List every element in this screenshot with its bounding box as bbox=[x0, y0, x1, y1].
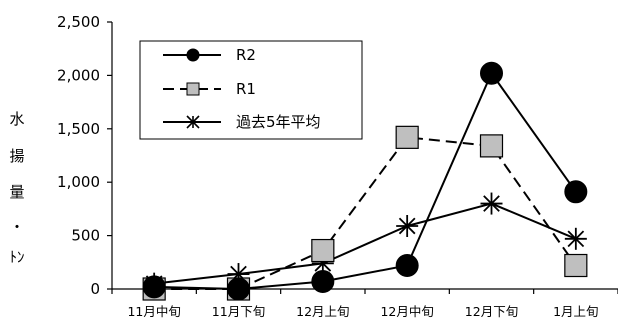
y-axis-label-char: ・ bbox=[9, 218, 24, 236]
x-tick-label: 11月中旬 bbox=[127, 304, 180, 319]
data-point bbox=[564, 180, 588, 204]
x-tick-label: 12月下旬 bbox=[465, 304, 518, 319]
legend-label: R1 bbox=[236, 80, 256, 98]
x-tick-label: 1月上旬 bbox=[553, 304, 598, 319]
x-tick-labels: 11月中旬 11月下旬 12月上旬 12月中旬 12月下旬 1月上旬 bbox=[127, 304, 598, 319]
data-point bbox=[311, 238, 335, 263]
data-point bbox=[480, 61, 503, 85]
y-axis-label: 水揚量・ ﾄﾝ bbox=[9, 110, 24, 266]
y-tick-label: 500 bbox=[71, 227, 100, 245]
data-point bbox=[480, 192, 503, 215]
data-point bbox=[479, 134, 504, 158]
data-point bbox=[564, 253, 588, 278]
y-axis-label-char: 量 bbox=[9, 183, 24, 201]
y-tick-label: 2,500 bbox=[57, 13, 100, 31]
legend-item: R2 bbox=[163, 46, 256, 64]
y-axis-label-char: 揚 bbox=[9, 147, 24, 165]
data-point bbox=[227, 277, 250, 301]
data-point bbox=[395, 125, 419, 149]
data-point bbox=[142, 275, 166, 299]
legend-marker bbox=[186, 48, 200, 62]
series-group bbox=[142, 61, 588, 301]
legend: R2 R1 過去5年平均 bbox=[139, 40, 363, 140]
legend-label: R2 bbox=[236, 46, 256, 64]
y-tick-label: 2,000 bbox=[57, 66, 100, 84]
series-line bbox=[154, 202, 577, 285]
y-tick-label: 0 bbox=[90, 280, 100, 298]
series-five-year-average bbox=[143, 192, 587, 295]
y-axis-label-char: 水 bbox=[9, 110, 24, 128]
legend-label: 過去5年平均 bbox=[236, 113, 321, 131]
data-point bbox=[311, 270, 335, 294]
series-r2 bbox=[142, 61, 588, 301]
legend-item: R1 bbox=[163, 80, 256, 98]
y-tick-labels: 0 500 1,000 1,500 2,000 2,500 bbox=[57, 13, 100, 298]
data-point bbox=[396, 214, 419, 237]
x-tick-label: 12月上旬 bbox=[296, 304, 349, 319]
x-tick-label: 11月下旬 bbox=[212, 304, 265, 319]
x-tick-label: 12月中旬 bbox=[380, 304, 433, 319]
data-point bbox=[395, 254, 419, 278]
y-tick-label: 1,000 bbox=[57, 173, 100, 191]
series-line bbox=[154, 71, 577, 291]
y-axis-label-char: ﾄﾝ bbox=[9, 248, 24, 266]
y-tick-label: 1,500 bbox=[57, 120, 100, 138]
legend-item: 過去5年平均 bbox=[163, 113, 321, 131]
data-point bbox=[564, 227, 587, 250]
legend-marker bbox=[186, 82, 200, 96]
